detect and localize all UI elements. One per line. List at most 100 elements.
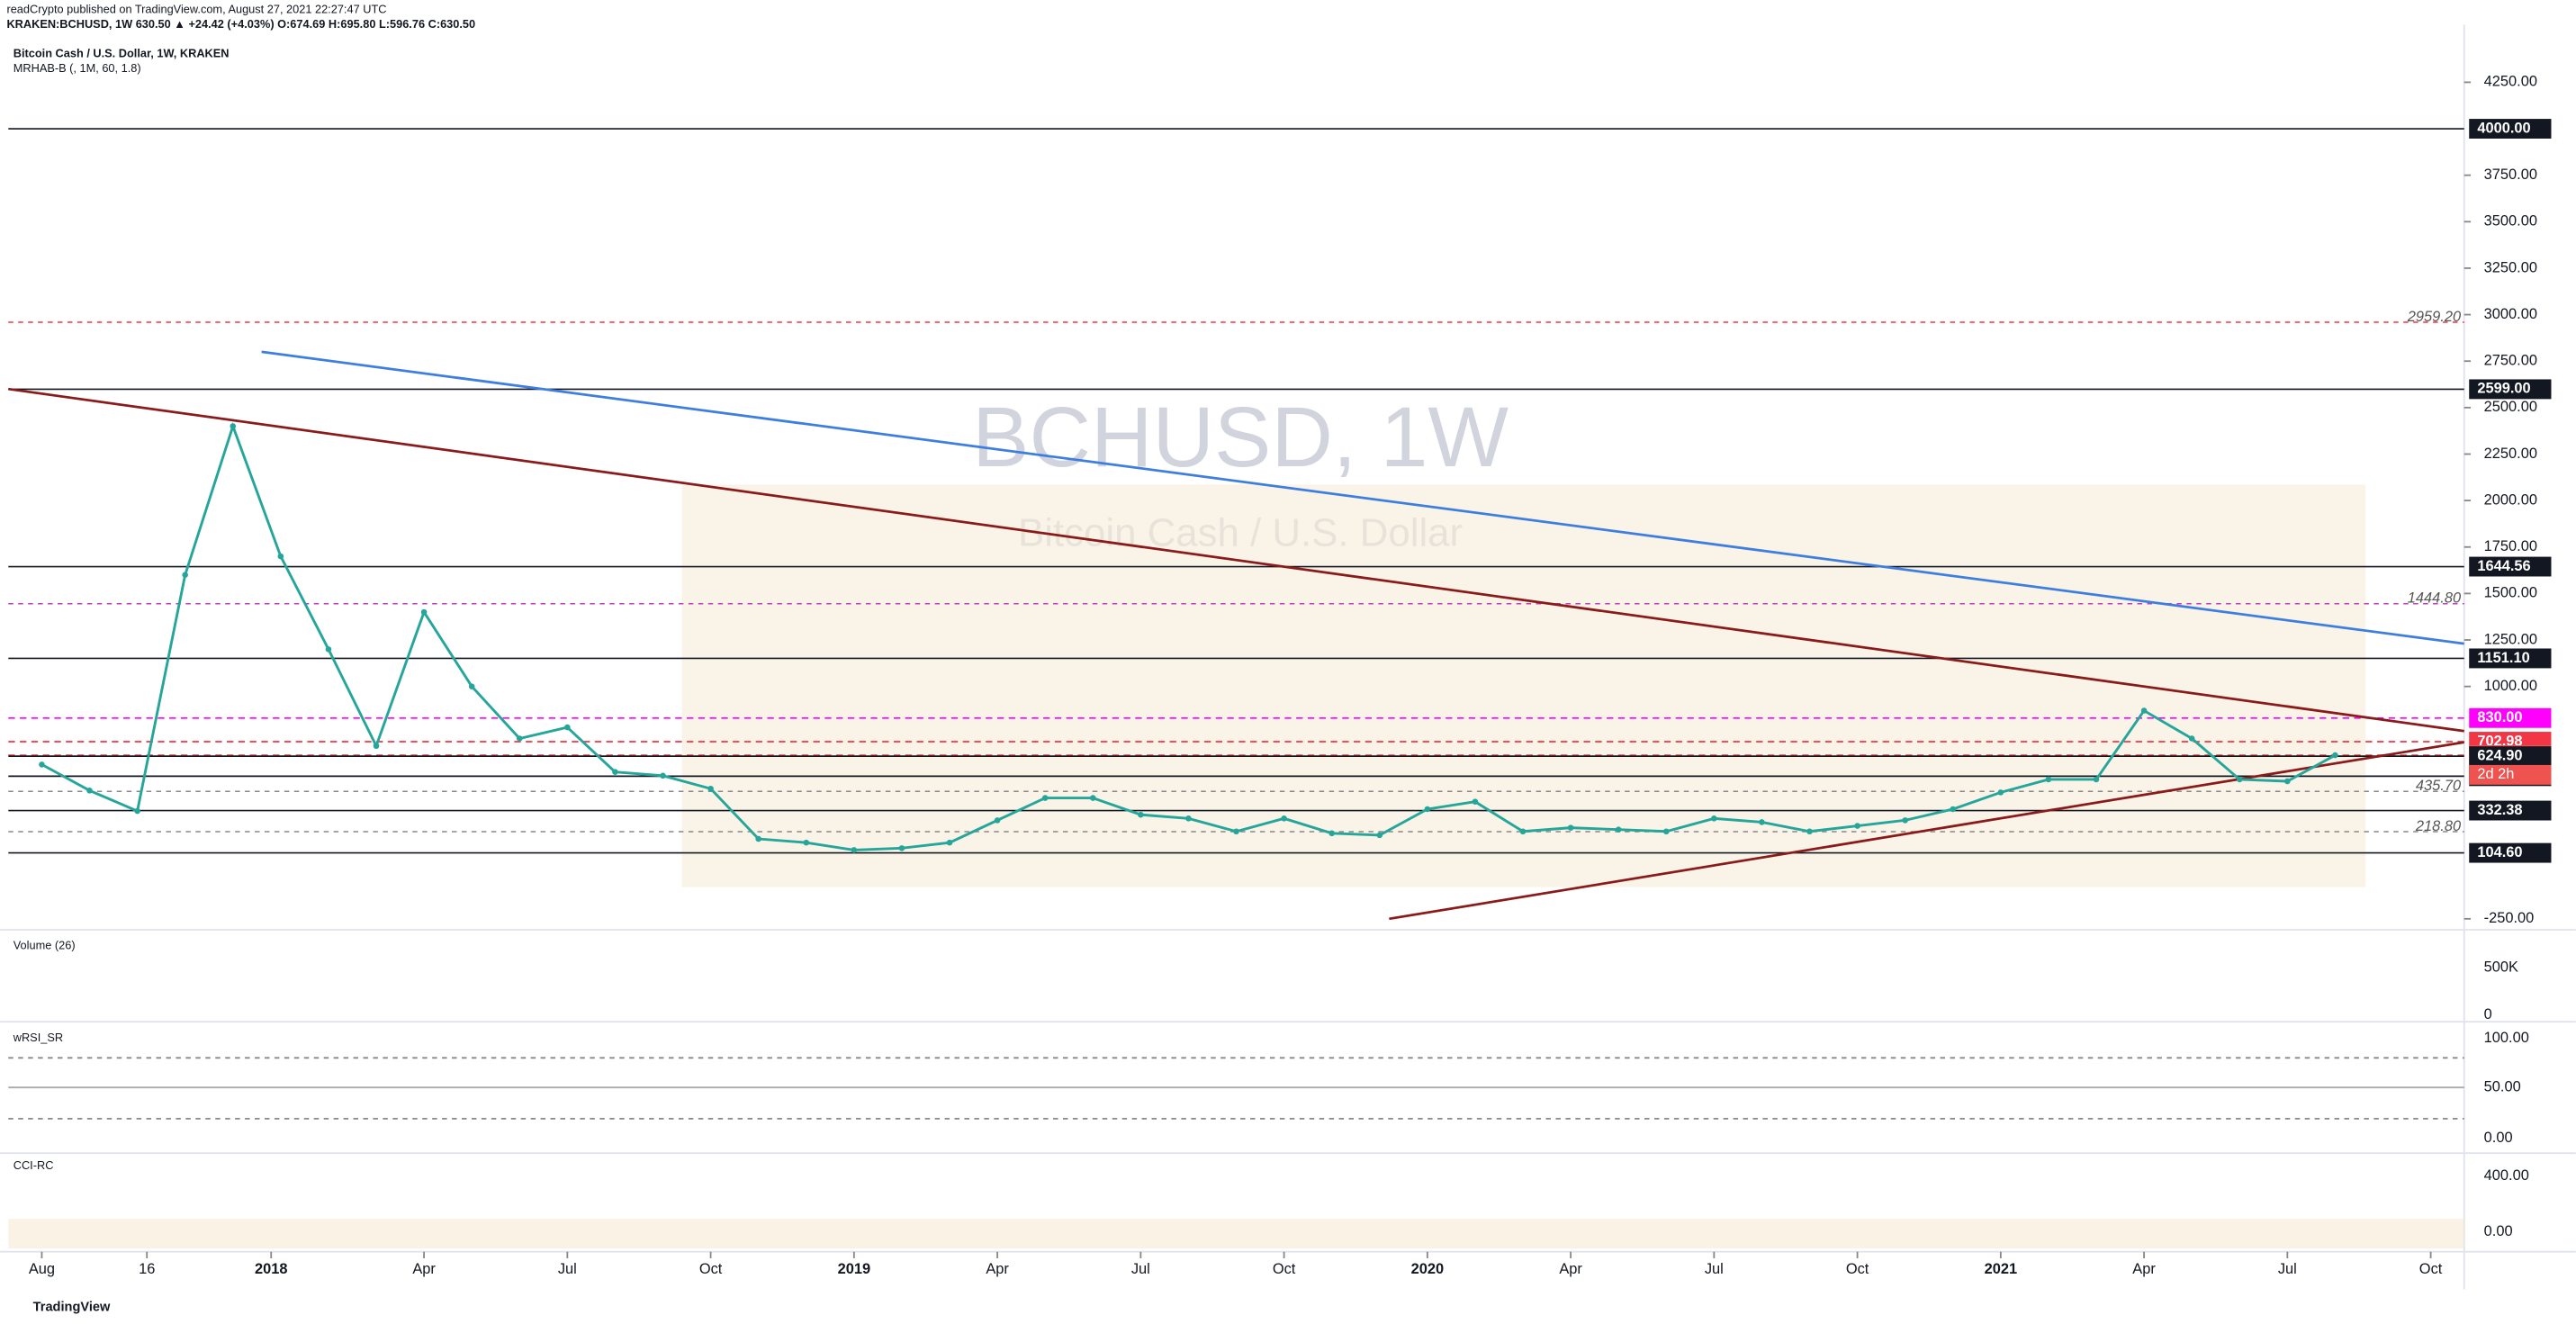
panel-tick: 500K — [2484, 959, 2518, 975]
y-tick-label: 4250.00 — [2484, 74, 2537, 90]
y-tick-label: 1750.00 — [2484, 538, 2537, 554]
price-point — [39, 761, 45, 768]
x-tick-label: Apr — [986, 1261, 1009, 1277]
price-point — [1806, 828, 1813, 835]
y-tick-label: 3750.00 — [2484, 167, 2537, 183]
price-tag — [2469, 842, 2552, 863]
price-point — [1997, 789, 2004, 796]
trendline — [1389, 741, 2464, 921]
price-tag-label: 2599.00 — [2477, 381, 2530, 397]
watermark-sub: Bitcoin Cash / U.S. Dollar — [1018, 511, 1463, 555]
price-point — [1424, 806, 1431, 813]
x-tick-label: Aug — [29, 1261, 55, 1277]
price-point — [660, 772, 666, 779]
x-tick-label: Oct — [1846, 1261, 1869, 1277]
cloud-band — [681, 484, 2366, 887]
price-point — [946, 839, 953, 846]
x-tick-label: Oct — [2419, 1261, 2443, 1277]
panel-tick: 100.00 — [2484, 1030, 2529, 1046]
quote: KRAKEN:BCHUSD, 1W 630.50 ▲ +24.42 (+4.03… — [6, 17, 475, 31]
price-point — [373, 743, 380, 750]
price-point — [755, 835, 761, 842]
price-point — [1329, 830, 1335, 837]
level-label: 2959.20 — [2407, 309, 2461, 325]
y-tick-label: 1500.00 — [2484, 585, 2537, 601]
price-point — [1041, 795, 1049, 801]
y-tick-label: -250.00 — [2484, 910, 2535, 926]
x-tick-label: 2021 — [1985, 1261, 2017, 1277]
price-point — [1519, 828, 1527, 835]
panel-tick: 50.00 — [2484, 1079, 2521, 1095]
y-tick-label: 2750.00 — [2484, 353, 2537, 369]
chart-title: Bitcoin Cash / U.S. Dollar, 1W, KRAKEN — [14, 47, 230, 60]
trendline — [8, 387, 2464, 733]
panel-label: CCI-RC — [14, 1158, 54, 1172]
price-point — [2284, 778, 2291, 785]
price-point — [1759, 819, 1765, 825]
price-point — [1089, 795, 1096, 801]
price-tag-label: 702.98 — [2477, 733, 2522, 749]
x-tick-label: Apr — [2132, 1261, 2156, 1277]
price-point — [86, 788, 93, 794]
x-tick-label: Apr — [1559, 1261, 1582, 1277]
cci-band — [8, 1219, 2464, 1249]
price-point — [516, 735, 523, 742]
panel-tick: 400.00 — [2484, 1167, 2529, 1184]
price-point — [1950, 806, 1957, 813]
price-point — [1615, 826, 1622, 833]
panel-label: wRSI_SR — [13, 1031, 63, 1044]
x-tick-label: 2018 — [255, 1261, 288, 1277]
indicator-label: MRHAB-B (, 1M, 60, 1.8) — [14, 61, 141, 75]
y-tick-label: 2500.00 — [2484, 399, 2537, 415]
x-tick-label: Jul — [1131, 1261, 1150, 1277]
level-label: 218.80 — [2415, 818, 2461, 834]
y-tick-label: 3000.00 — [2484, 306, 2537, 322]
price-tag — [2469, 707, 2552, 728]
price-point — [2188, 735, 2195, 742]
price-point — [134, 807, 140, 815]
price-point — [1376, 832, 1383, 839]
price-point — [277, 553, 284, 560]
x-tick-label: Jul — [2278, 1261, 2297, 1277]
price-tag-label: 104.60 — [2477, 844, 2522, 860]
price-point — [230, 423, 237, 429]
price-tag — [2469, 746, 2552, 767]
panel-tick: 0 — [2484, 1006, 2492, 1022]
price-point — [2236, 776, 2243, 783]
trendline — [261, 350, 2464, 645]
price-point — [707, 785, 714, 792]
level-label: 1444.80 — [2408, 590, 2461, 607]
level-label: 435.70 — [2416, 778, 2461, 794]
panel-label: Volume (26) — [14, 939, 76, 952]
y-tick-label: 3250.00 — [2484, 259, 2537, 275]
price-point — [898, 845, 905, 851]
price-point — [2332, 752, 2338, 759]
price-point — [2045, 776, 2052, 783]
x-tick-label: Apr — [412, 1261, 436, 1277]
price-tag — [2469, 556, 2552, 577]
publisher: readCrypto published on TradingView.com,… — [6, 2, 386, 15]
price-point — [2140, 707, 2148, 714]
price-point — [420, 608, 428, 616]
price-tag — [2469, 648, 2552, 669]
x-tick-label: Oct — [1273, 1261, 1296, 1277]
price-tag-label: 332.38 — [2477, 802, 2522, 818]
x-tick-label: 16 — [139, 1261, 155, 1277]
price-point — [851, 847, 858, 853]
price-point — [803, 839, 810, 846]
price-tag-label: 1644.56 — [2477, 558, 2530, 574]
price-point — [1185, 815, 1192, 822]
y-tick-label: 1250.00 — [2484, 631, 2537, 647]
watermark: BCHUSD, 1W — [972, 390, 1509, 485]
y-tick-label: 2250.00 — [2484, 446, 2537, 462]
footer-logo: TradingView — [33, 1301, 111, 1315]
y-tick-label: 1000.00 — [2484, 678, 2537, 694]
x-tick-label: Jul — [1705, 1261, 1724, 1277]
panel-tick: 0.00 — [2484, 1223, 2513, 1239]
price-point — [182, 572, 188, 579]
countdown: 2d 2h — [2477, 766, 2514, 782]
price-point — [1567, 824, 1574, 831]
countdown-tag — [2469, 764, 2552, 785]
